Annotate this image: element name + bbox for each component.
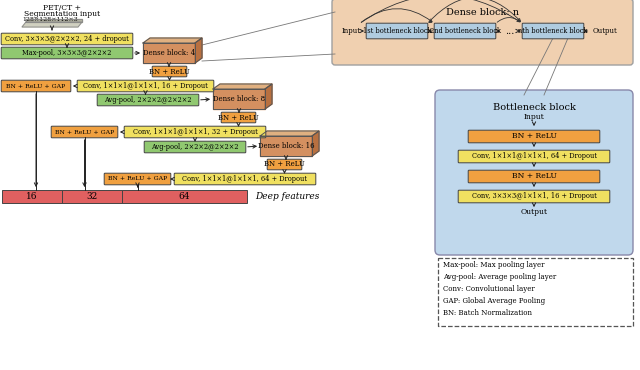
Bar [2, 190, 62, 203]
Text: Avg-pool: Average pooling layer: Avg-pool: Average pooling layer [443, 273, 556, 281]
Text: GAP: Global Average Pooling: GAP: Global Average Pooling [443, 297, 545, 305]
FancyBboxPatch shape [468, 170, 600, 183]
Text: BN + ReLU: BN + ReLU [511, 132, 556, 141]
Text: PET/CT +: PET/CT + [43, 4, 81, 12]
Polygon shape [265, 84, 272, 109]
Polygon shape [26, 19, 82, 22]
Polygon shape [260, 136, 312, 156]
Polygon shape [213, 84, 272, 89]
Text: 2nd bottleneck block: 2nd bottleneck block [429, 27, 500, 35]
Text: Conv, 1×1×1@1×1×1, 16 + Dropout: Conv, 1×1×1@1×1×1, 16 + Dropout [83, 82, 208, 90]
FancyBboxPatch shape [268, 159, 302, 170]
FancyBboxPatch shape [1, 47, 133, 59]
Text: Deep features: Deep features [255, 192, 319, 201]
FancyBboxPatch shape [458, 190, 610, 203]
Text: Input: Input [342, 27, 360, 35]
FancyBboxPatch shape [124, 126, 266, 138]
Text: Dense block: n: Dense block: n [446, 8, 519, 17]
Text: nth bottleneck block: nth bottleneck block [518, 27, 588, 35]
Bar [122, 190, 247, 203]
Text: Conv, 1×1×1@1×1×1, 64 + Dropout: Conv, 1×1×1@1×1×1, 64 + Dropout [182, 175, 307, 183]
FancyBboxPatch shape [51, 126, 118, 138]
Text: Bottleneck block: Bottleneck block [493, 103, 575, 112]
FancyBboxPatch shape [522, 23, 584, 39]
Text: 128×128×112×3: 128×128×112×3 [22, 17, 78, 22]
FancyBboxPatch shape [77, 80, 214, 92]
Text: 32: 32 [86, 192, 98, 201]
FancyBboxPatch shape [435, 90, 633, 255]
Text: Input: Input [524, 113, 545, 121]
Bar [62, 190, 122, 203]
Text: Max-pool: Max pooling layer: Max-pool: Max pooling layer [443, 261, 545, 269]
Text: BN + ReLU: BN + ReLU [218, 114, 259, 121]
FancyBboxPatch shape [332, 0, 633, 65]
Text: 16: 16 [26, 192, 38, 201]
FancyBboxPatch shape [152, 66, 187, 77]
FancyBboxPatch shape [174, 173, 316, 185]
Polygon shape [213, 89, 265, 109]
Text: Max-pool, 3×3×3@2×2×2: Max-pool, 3×3×3@2×2×2 [22, 49, 112, 57]
Text: BN + ReLU + GAP: BN + ReLU + GAP [6, 84, 66, 88]
Text: 64: 64 [179, 192, 190, 201]
Text: 1st bottleneck block: 1st bottleneck block [363, 27, 431, 35]
Text: Avg-pool, 2×2×2@2×2×2: Avg-pool, 2×2×2@2×2×2 [104, 96, 192, 104]
FancyBboxPatch shape [1, 33, 133, 45]
FancyBboxPatch shape [438, 258, 633, 326]
Text: Conv, 3×3×3@2×2×2, 24 + dropout: Conv, 3×3×3@2×2×2, 24 + dropout [5, 35, 129, 43]
Text: Segmentation input: Segmentation input [24, 10, 100, 18]
Polygon shape [195, 38, 202, 63]
Text: Dense block: 4: Dense block: 4 [143, 49, 195, 57]
Text: BN + ReLU: BN + ReLU [264, 161, 305, 168]
Text: BN + ReLU + GAP: BN + ReLU + GAP [108, 176, 167, 182]
Polygon shape [312, 131, 319, 156]
FancyBboxPatch shape [468, 130, 600, 143]
Text: Output: Output [593, 27, 618, 35]
Text: Conv, 1×1×1@1×1×1, 32 + Dropout: Conv, 1×1×1@1×1×1, 32 + Dropout [132, 128, 257, 136]
Text: Dense block: 16: Dense block: 16 [258, 142, 314, 150]
Text: Dense block: 8: Dense block: 8 [213, 95, 265, 103]
FancyBboxPatch shape [97, 94, 199, 106]
Text: Conv: Convolutional layer: Conv: Convolutional layer [443, 285, 535, 293]
Polygon shape [260, 131, 319, 136]
FancyBboxPatch shape [144, 141, 246, 153]
Text: Avg-pool, 2×2×2@2×2×2: Avg-pool, 2×2×2@2×2×2 [151, 143, 239, 151]
FancyBboxPatch shape [366, 23, 428, 39]
Text: BN + ReLU: BN + ReLU [511, 172, 556, 181]
Text: BN + ReLU: BN + ReLU [149, 67, 190, 75]
Text: ...: ... [506, 27, 515, 36]
Polygon shape [22, 22, 82, 27]
FancyBboxPatch shape [104, 173, 171, 185]
Text: BN + ReLU + GAP: BN + ReLU + GAP [55, 130, 114, 135]
Text: Conv, 3×3×3@1×1×1, 16 + Dropout: Conv, 3×3×3@1×1×1, 16 + Dropout [472, 192, 596, 201]
FancyBboxPatch shape [221, 112, 256, 123]
FancyBboxPatch shape [1, 80, 71, 92]
FancyBboxPatch shape [458, 150, 610, 163]
Text: Output: Output [520, 208, 547, 216]
Polygon shape [143, 38, 202, 43]
Text: Conv, 1×1×1@1×1×1, 64 + Dropout: Conv, 1×1×1@1×1×1, 64 + Dropout [472, 152, 596, 161]
FancyBboxPatch shape [434, 23, 496, 39]
Polygon shape [143, 43, 195, 63]
Text: BN: Batch Normalization: BN: Batch Normalization [443, 309, 532, 317]
